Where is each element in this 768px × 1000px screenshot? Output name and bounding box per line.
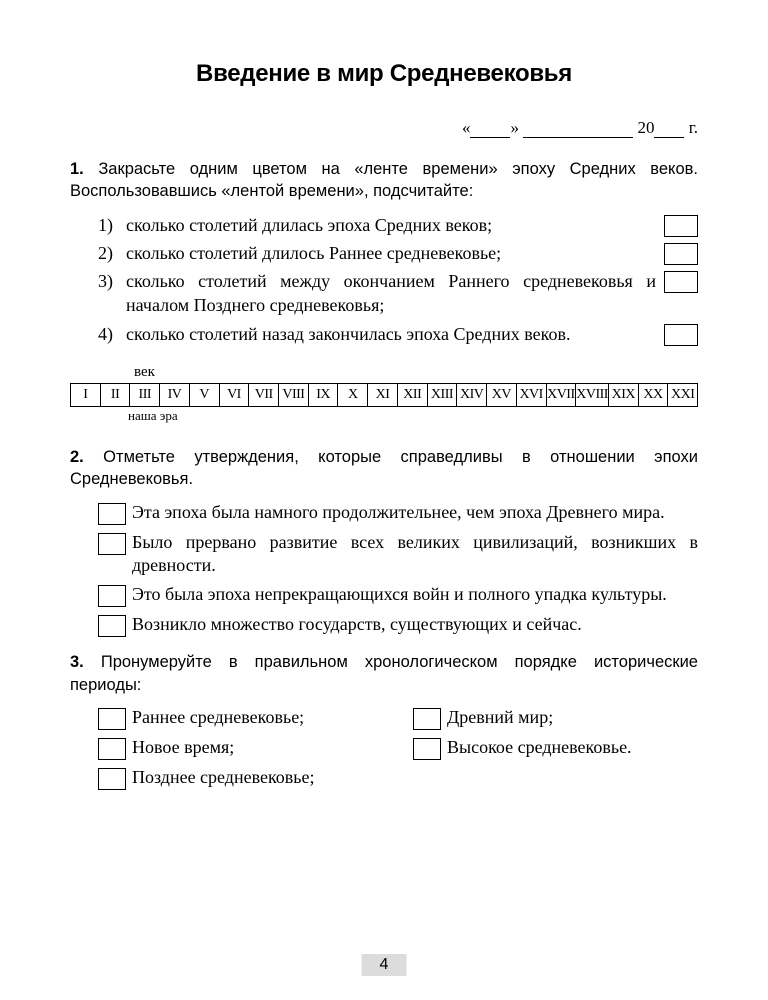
item-text: Возникло множество государств, существую… xyxy=(132,613,698,636)
number-box[interactable] xyxy=(98,738,126,760)
date-mid: » xyxy=(510,118,519,137)
checkbox[interactable] xyxy=(98,503,126,525)
timeline-cell[interactable]: XX xyxy=(639,384,669,406)
timeline-cell[interactable]: IX xyxy=(309,384,339,406)
item-text: Высокое средневековье. xyxy=(447,736,698,759)
task1-num: 1. xyxy=(70,160,84,178)
checkbox[interactable] xyxy=(98,533,126,555)
task3-col-right: Древний мир; Высокое средневековье. xyxy=(413,706,698,796)
task2-intro-text: Отметьте утверждения, которые справедлив… xyxy=(70,448,698,488)
timeline-cell[interactable]: XV xyxy=(487,384,517,406)
item-text: Древний мир; xyxy=(447,706,698,729)
task2-intro: 2. Отметьте утверждения, которые справед… xyxy=(70,446,698,491)
checkbox[interactable] xyxy=(98,585,126,607)
task1-item: 2) сколько столетий длилось Раннее средн… xyxy=(70,241,698,265)
date-month-blank[interactable] xyxy=(523,121,633,138)
item-text: Позднее средневековье; xyxy=(132,766,383,789)
task2-item: Это была эпоха непрекращающихся войн и п… xyxy=(70,583,698,607)
number-box[interactable] xyxy=(98,768,126,790)
timeline-cell[interactable]: VI xyxy=(220,384,250,406)
item-text: Это была эпоха непрекращающихся войн и п… xyxy=(132,583,698,606)
timeline-cell[interactable]: XXI xyxy=(668,384,697,406)
date-day-blank[interactable] xyxy=(470,121,510,138)
timeline-cell[interactable]: XVIII xyxy=(576,384,609,406)
date-line: « » 20 г. xyxy=(70,118,698,138)
task3-list: Раннее средневековье; Новое время; Поздн… xyxy=(70,706,698,796)
era-label: наша эра xyxy=(128,408,698,424)
timeline-cell[interactable]: VII xyxy=(249,384,279,406)
date-year-blank[interactable] xyxy=(654,121,684,138)
task3-intro-text: Пронумеруйте в правильном хронологическо… xyxy=(70,653,698,693)
item-num: 4) xyxy=(98,322,126,346)
page-title: Введение в мир Средневековья xyxy=(70,60,698,88)
task3-col-left: Раннее средневековье; Новое время; Поздн… xyxy=(98,706,383,796)
timeline-cell[interactable]: X xyxy=(338,384,368,406)
item-num: 2) xyxy=(98,241,126,265)
task3-item: Древний мир; xyxy=(413,706,698,730)
answer-box[interactable] xyxy=(664,215,698,237)
timeline-cell[interactable]: XIV xyxy=(457,384,487,406)
task1-item: 4) сколько столетий назад закончилась эп… xyxy=(70,322,698,346)
task2-num: 2. xyxy=(70,448,84,466)
item-text: Было прервано развитие всех великих циви… xyxy=(132,531,698,578)
answer-box[interactable] xyxy=(664,243,698,265)
item-text: сколько столетий между окончанием Раннег… xyxy=(126,269,664,318)
date-open: « xyxy=(462,118,471,137)
answer-box[interactable] xyxy=(664,271,698,293)
checkbox[interactable] xyxy=(98,615,126,637)
timeline-cell[interactable]: XI xyxy=(368,384,398,406)
task1-item: 1) сколько столетий длилась эпоха Средни… xyxy=(70,213,698,237)
number-box[interactable] xyxy=(413,738,441,760)
date-year-prefix: 20 xyxy=(637,118,654,137)
answer-box[interactable] xyxy=(664,324,698,346)
timeline-cell[interactable]: II xyxy=(101,384,131,406)
item-text: Эта эпоха была намного продолжительнее, … xyxy=(132,501,698,524)
item-text: сколько столетий назад закончилась эпоха… xyxy=(126,322,664,346)
task1-list: 1) сколько столетий длилась эпоха Средни… xyxy=(70,213,698,346)
century-label: век xyxy=(134,364,698,381)
task3-item: Позднее средневековье; xyxy=(98,766,383,790)
timeline-cell[interactable]: XVII xyxy=(547,384,577,406)
timeline-cell[interactable]: IV xyxy=(160,384,190,406)
task3-num: 3. xyxy=(70,653,84,671)
task2-item: Было прервано развитие всех великих циви… xyxy=(70,531,698,578)
item-text: Раннее средневековье; xyxy=(132,706,383,729)
task3-intro: 3. Пронумеруйте в правильном хронологиче… xyxy=(70,651,698,696)
timeline[interactable]: I II III IV V VI VII VIII IX X XI XII XI… xyxy=(70,383,698,407)
date-suffix: г. xyxy=(689,118,698,137)
number-box[interactable] xyxy=(413,708,441,730)
timeline-cell[interactable]: III xyxy=(130,384,160,406)
number-box[interactable] xyxy=(98,708,126,730)
timeline-cell[interactable]: VIII xyxy=(279,384,309,406)
task3-item: Высокое средневековье. xyxy=(413,736,698,760)
task2-item: Эта эпоха была намного продолжительнее, … xyxy=(70,501,698,525)
item-text: сколько столетий длилась эпоха Средних в… xyxy=(126,213,664,237)
timeline-block: век I II III IV V VI VII VIII IX X XI XI… xyxy=(70,364,698,424)
timeline-cell[interactable]: XII xyxy=(398,384,428,406)
task2-list: Эта эпоха была намного продолжительнее, … xyxy=(70,501,698,638)
item-text: Новое время; xyxy=(132,736,383,759)
page-number: 4 xyxy=(362,954,407,976)
page: Введение в мир Средневековья « » 20 г. 1.… xyxy=(0,0,768,1000)
task1-intro: 1. Закрасьте одним цветом на «ленте врем… xyxy=(70,158,698,203)
timeline-cell[interactable]: XIII xyxy=(428,384,458,406)
timeline-cell[interactable]: I xyxy=(71,384,101,406)
task2-item: Возникло множество государств, существую… xyxy=(70,613,698,637)
item-num: 1) xyxy=(98,213,126,237)
task1-intro-text: Закрасьте одним цветом на «ленте времени… xyxy=(70,160,698,200)
item-num: 3) xyxy=(98,269,126,293)
timeline-cell[interactable]: XIX xyxy=(609,384,639,406)
timeline-cell[interactable]: XVI xyxy=(517,384,547,406)
task1-item: 3) сколько столетий между окончанием Ран… xyxy=(70,269,698,318)
item-text: сколько столетий длилось Раннее средневе… xyxy=(126,241,664,265)
task3-item: Новое время; xyxy=(98,736,383,760)
timeline-cell[interactable]: V xyxy=(190,384,220,406)
task3-item: Раннее средневековье; xyxy=(98,706,383,730)
